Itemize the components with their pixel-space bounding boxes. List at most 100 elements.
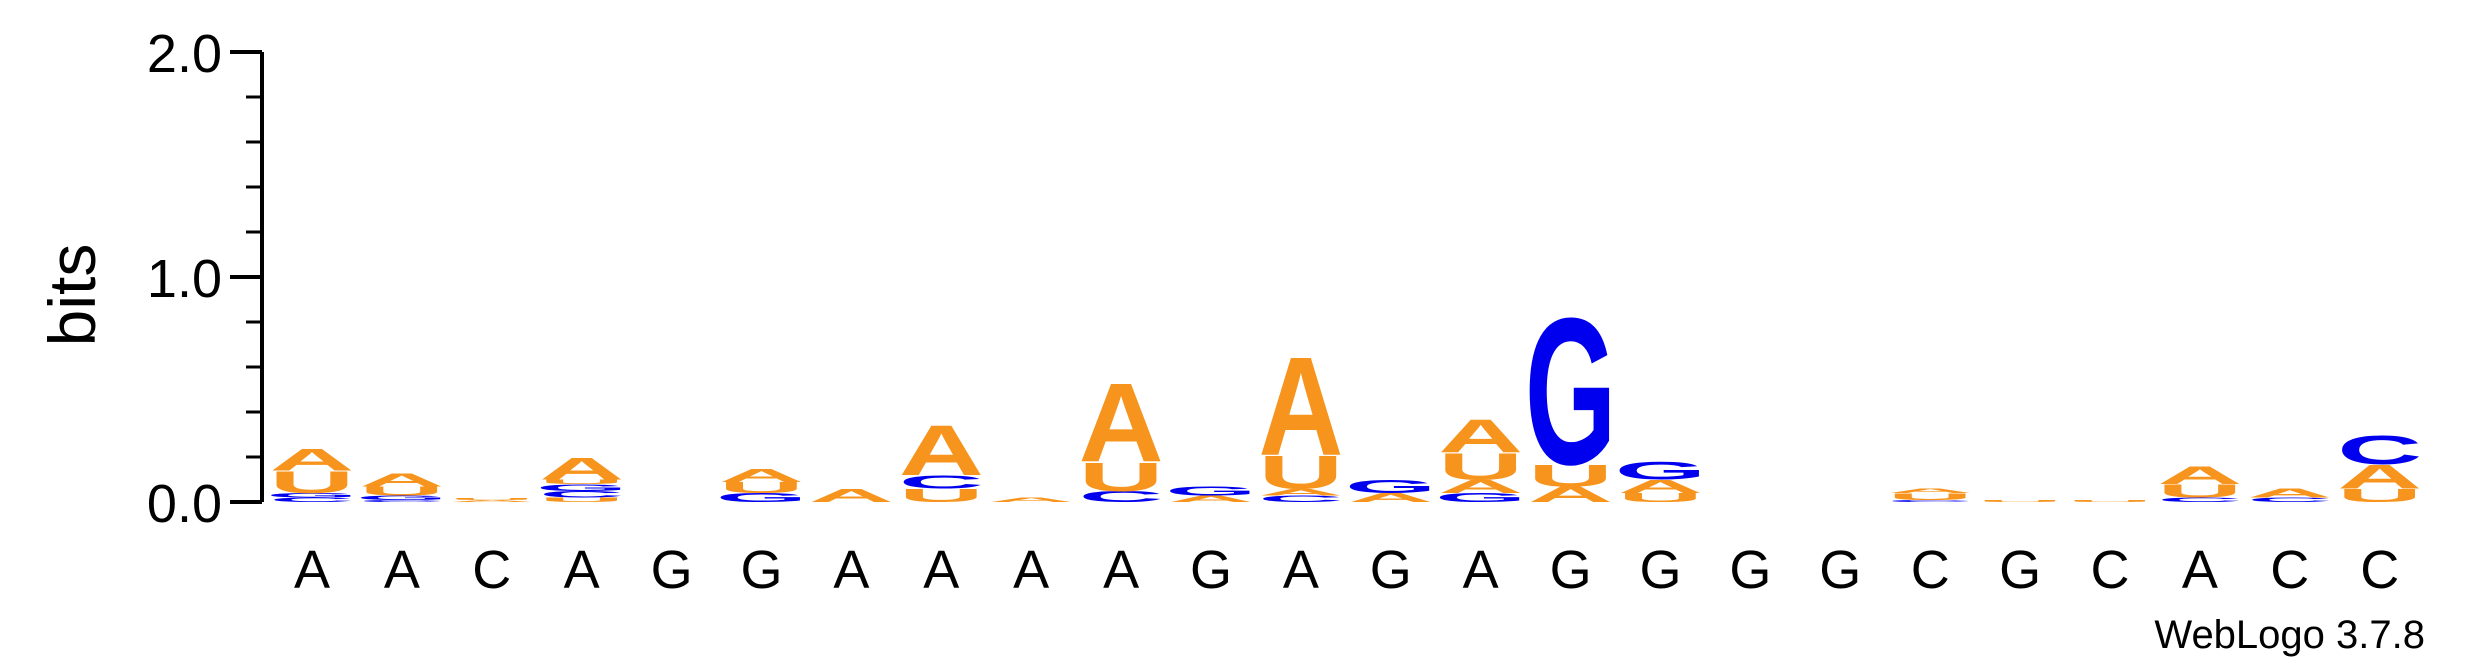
position-stack: AG [1345,476,1437,505]
logo-letter: A [1438,410,1523,462]
logo-letter: U [719,479,804,497]
logo-letter: A [2337,458,2422,496]
logo-letter: G [1345,476,1437,497]
logo-letter: A [2157,462,2242,490]
y-tick-label: 2.0 [147,24,222,84]
position-stack: UAC [2337,427,2422,506]
x-tick-label: G [1190,540,1232,600]
logo-letter: A [1528,482,1613,507]
position-stack: CUA [1079,361,1164,506]
logo-letter: U [1438,446,1523,488]
logo-letter: G [536,482,628,493]
logo-letter: U [1888,491,1973,502]
x-tick-label: A [1013,540,1049,600]
x-tick-label: G [1819,540,1861,600]
x-tick-label: C [472,540,511,600]
logo-letter: A [2247,486,2332,500]
logo-letter: A [270,443,355,478]
position-stack: AU [449,497,534,503]
x-tick-label: C [2360,540,2399,600]
logo-letter: A [1079,361,1164,486]
logo-letter: C [1079,488,1164,506]
logo-letter: U [899,485,984,506]
logo-letter: C [2157,496,2242,503]
weblogo-credit: WebLogo 3.7.8 [2154,613,2425,657]
position-stack: U [1978,499,2063,502]
x-tick-label: G [1550,540,1592,600]
logo-letter: U [2068,499,2153,502]
y-tick-label: 1.0 [147,249,222,309]
logo-letter: C [2337,427,2422,473]
logo-letter: A [1169,493,1254,504]
x-tick-label: A [1463,540,1499,600]
logo-letter: C [1258,493,1343,504]
x-tick-label: G [1370,540,1412,600]
logo-letter: A [1438,476,1523,497]
x-tick-label: A [2182,540,2218,600]
logo-letter: A [1618,476,1703,497]
x-tick-label: G [1729,540,1771,600]
logo-letter: A [1348,491,1433,505]
logo-letter: A [719,465,804,486]
position-stack: A [809,485,894,506]
logo-letter: C [359,499,444,502]
logo-letter: A [899,410,984,490]
x-tick-label: C [2091,540,2130,600]
logo-letter: U [539,478,624,485]
logo-letter: A [1888,487,1973,494]
logo-letter: C [539,489,624,500]
logo-letter: G [1525,274,1617,508]
logo-letter: U [1618,491,1703,505]
position-stack: AUG [1525,274,1617,508]
logo-letter: G [716,491,807,505]
logo-letter: U [2337,485,2422,506]
logo-letter: U [539,496,624,503]
logo-letter: U [2157,481,2242,502]
x-tick-label: A [923,540,959,600]
logo-letter: U [1258,446,1343,498]
logo-letter: C [270,496,355,503]
logo-letter: C [899,472,984,493]
logo-letter: G [1615,457,1706,485]
position-stack: CA [2247,486,2332,503]
position-stack: UAG [1615,457,1706,505]
y-axis: 0.0 1.0 2.0 [147,24,264,534]
logo-letter: G [266,492,358,499]
x-tick-label: A [384,540,420,600]
logo-letter: C [1888,499,1973,502]
position-stack: U [2068,499,2153,502]
position-stack: GUA [716,465,807,505]
logo-letter: A [449,499,534,502]
logo-letter: A [1258,487,1343,498]
y-axis-label: bits [35,244,109,347]
logo-letter: U [1978,499,2063,502]
logo-letter: A [359,469,444,490]
logo-letter: A [989,496,1074,503]
position-stack: CUA [1888,487,1973,502]
x-tick-label: G [1639,540,1681,600]
position-stack: UCA [899,410,984,506]
position-stack: A [989,496,1074,503]
x-tick-label: A [1283,540,1319,600]
logo-letter: U [359,484,444,498]
position-stack: AG [1165,484,1256,504]
y-tick-label: 0.0 [147,474,222,534]
logo-letter: A [539,452,624,487]
position-stack: CUA [2157,462,2242,504]
logo-letter: G [1435,491,1526,505]
logo-letter: U [449,497,534,500]
logo-letter: U [270,465,355,500]
logo-letter: U [1528,458,1613,493]
x-tick-label: G [740,540,782,600]
logo-letter: G [356,494,448,501]
logo-letter: C [2247,496,2332,503]
x-tick-label: A [294,540,330,600]
logo-letter: U [1079,454,1164,500]
